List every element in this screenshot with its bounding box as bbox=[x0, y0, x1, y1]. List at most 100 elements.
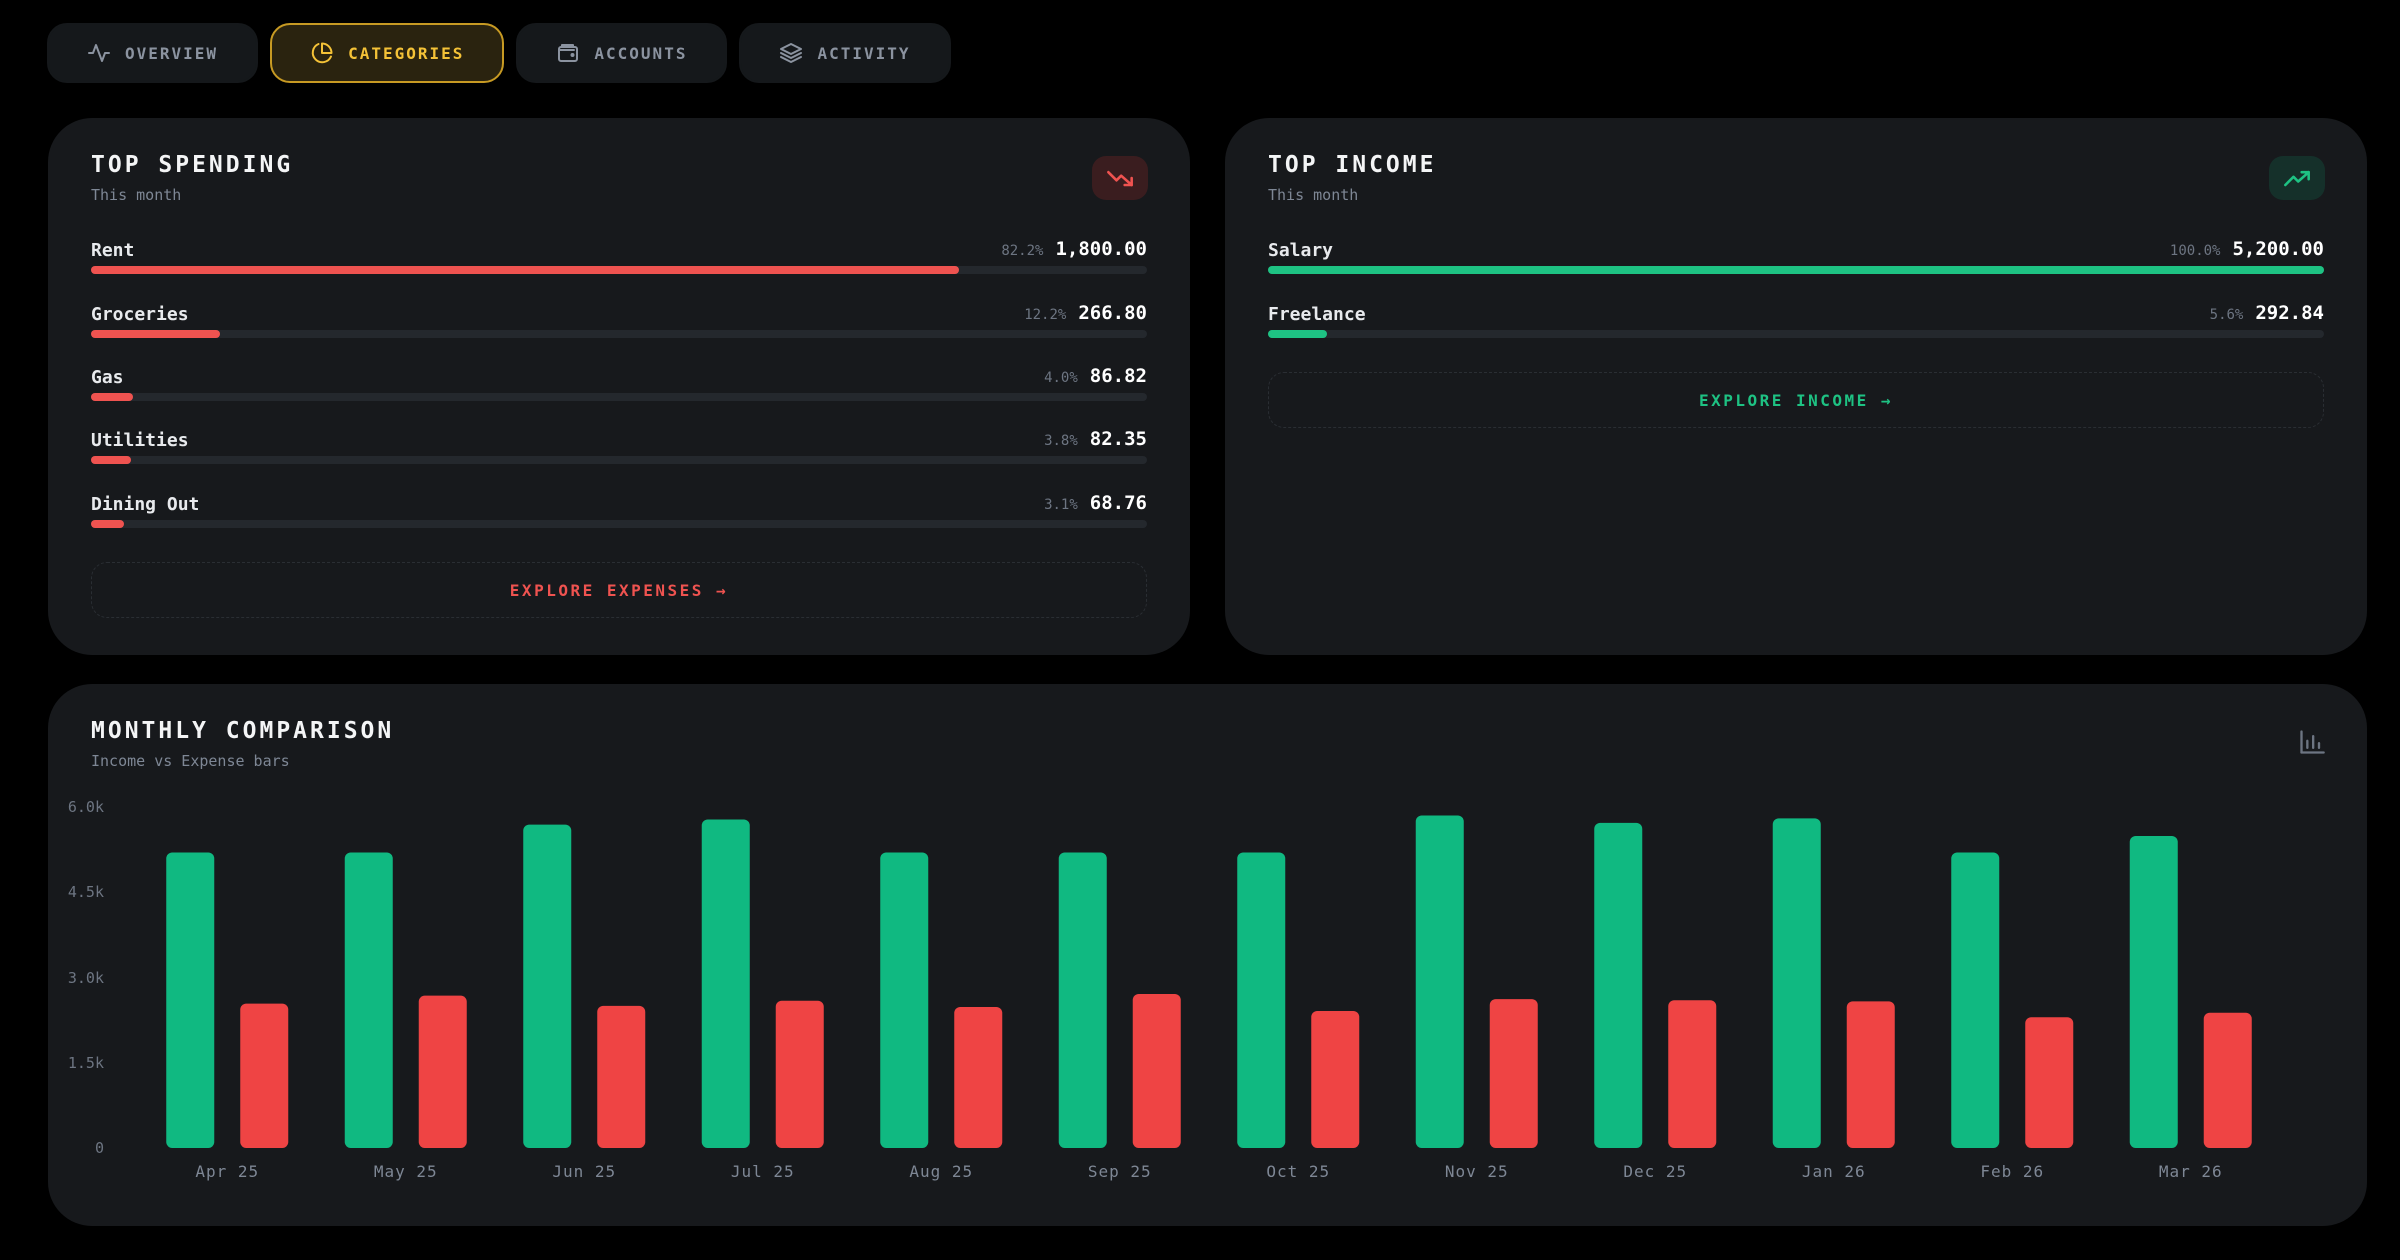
category-percent: 100.0% bbox=[2169, 243, 2221, 259]
income-bar bbox=[880, 852, 929, 1148]
expense-bar bbox=[1132, 993, 1181, 1148]
progress-track bbox=[91, 520, 1147, 528]
y-tick-label: 3.0k bbox=[67, 968, 104, 987]
category-percent: 12.2% bbox=[1024, 307, 1067, 323]
activity-icon bbox=[88, 44, 110, 62]
list-item: Dining Out 3.1% 68.76 bbox=[91, 492, 1147, 544]
expense-bar bbox=[1668, 1000, 1717, 1148]
y-tick-label: 4.5k bbox=[67, 883, 104, 902]
x-tick-label: Jun 25 bbox=[552, 1162, 617, 1181]
card-subtitle: This month bbox=[91, 186, 182, 204]
progress-track bbox=[1268, 330, 2324, 338]
income-bar bbox=[2129, 835, 2178, 1148]
expense-bar bbox=[1489, 999, 1538, 1148]
income-bar bbox=[701, 819, 750, 1148]
category-label: Dining Out bbox=[91, 494, 200, 515]
expense-bar bbox=[240, 1003, 289, 1148]
card-subtitle: This month bbox=[1268, 186, 1359, 204]
card-title: TOP SPENDING bbox=[91, 152, 294, 178]
explore-income-button[interactable]: EXPLORE INCOME → bbox=[1268, 372, 2324, 428]
progress-track bbox=[91, 330, 1147, 338]
y-tick-label: 6.0k bbox=[67, 798, 104, 816]
trend-badge bbox=[1092, 156, 1148, 200]
bars-svg bbox=[166, 815, 2252, 1148]
x-tick-label: Apr 25 bbox=[195, 1162, 260, 1181]
list-item: Groceries 12.2% 266.80 bbox=[91, 302, 1147, 354]
progress-fill bbox=[91, 456, 132, 464]
progress-track bbox=[91, 393, 1147, 401]
progress-fill bbox=[91, 393, 134, 401]
category-amount: 86.82 bbox=[1089, 365, 1147, 387]
x-tick-label: Sep 25 bbox=[1087, 1162, 1152, 1181]
tab-categories[interactable]: CATEGORIES bbox=[270, 23, 505, 83]
trending-down-icon bbox=[1107, 170, 1133, 187]
income-bar bbox=[344, 852, 393, 1148]
income-bar bbox=[1415, 815, 1464, 1148]
expense-bar bbox=[1311, 1011, 1360, 1148]
category-percent: 3.1% bbox=[1044, 497, 1078, 513]
bar-chart-icon bbox=[2300, 730, 2325, 754]
x-tick-label: Dec 25 bbox=[1623, 1162, 1688, 1181]
category-label: Gas bbox=[91, 367, 124, 388]
list-item: Gas 4.0% 86.82 bbox=[91, 365, 1147, 417]
list-item: Freelance 5.6% 292.84 bbox=[1268, 302, 2324, 354]
explore-expenses-button[interactable]: EXPLORE EXPENSES → bbox=[91, 562, 1147, 618]
income-bar bbox=[523, 824, 572, 1148]
top-spending-card: TOP SPENDING This month Rent 82.2% 1,800.… bbox=[48, 118, 1190, 655]
income-bar bbox=[1237, 852, 1286, 1148]
expense-bar bbox=[1846, 1001, 1895, 1148]
progress-track bbox=[91, 266, 1147, 274]
category-percent: 4.0% bbox=[1044, 370, 1078, 386]
expense-bar bbox=[954, 1007, 1003, 1148]
tab-activity-label: ACTIVITY bbox=[817, 43, 911, 63]
x-tick-label: Feb 26 bbox=[1980, 1162, 2045, 1181]
list-item: Salary 100.0% 5,200.00 bbox=[1268, 238, 2324, 290]
x-tick-label: Mar 26 bbox=[2158, 1162, 2223, 1181]
category-amount: 1,800.00 bbox=[1055, 238, 1147, 260]
x-tick-label: Oct 25 bbox=[1266, 1162, 1331, 1181]
progress-track bbox=[91, 456, 1147, 464]
x-tick-label: Jan 26 bbox=[1801, 1162, 1866, 1181]
tab-overview[interactable]: OVERVIEW bbox=[47, 23, 259, 83]
list-item: Utilities 3.8% 82.35 bbox=[91, 428, 1147, 480]
trend-badge bbox=[2269, 156, 2325, 200]
category-label: Freelance bbox=[1268, 304, 1366, 325]
card-subtitle: Income vs Expense bars bbox=[91, 752, 290, 770]
y-tick-label: 1.5k bbox=[67, 1053, 104, 1072]
monthly-comparison-card: MONTHLY COMPARISON Income vs Expense bar… bbox=[48, 684, 2367, 1226]
income-bar bbox=[1058, 852, 1107, 1148]
pie-chart-icon bbox=[311, 42, 333, 64]
tab-bar: OVERVIEW CATEGORIES ACCOUNTS ACTIVITY bbox=[47, 23, 951, 83]
category-label: Rent bbox=[91, 240, 135, 261]
tab-accounts[interactable]: ACCOUNTS bbox=[516, 23, 728, 83]
progress-fill bbox=[1268, 266, 2324, 274]
category-amount: 5,200.00 bbox=[2232, 238, 2324, 260]
category-amount: 82.35 bbox=[1089, 428, 1147, 450]
x-tick-label: Jul 25 bbox=[730, 1162, 795, 1181]
top-income-card: TOP INCOME This month Salary 100.0% 5,200… bbox=[1225, 118, 2367, 655]
x-tick-label: May 25 bbox=[373, 1162, 438, 1181]
progress-fill bbox=[91, 520, 124, 528]
tab-overview-label: OVERVIEW bbox=[125, 43, 219, 63]
list-item: Rent 82.2% 1,800.00 bbox=[91, 238, 1147, 290]
category-label: Salary bbox=[1268, 240, 1334, 261]
progress-fill bbox=[1268, 330, 1328, 338]
wallet-icon bbox=[558, 44, 579, 62]
tab-accounts-label: ACCOUNTS bbox=[594, 43, 688, 63]
category-percent: 5.6% bbox=[2209, 307, 2244, 323]
x-tick-label: Aug 25 bbox=[909, 1162, 974, 1181]
tab-activity[interactable]: ACTIVITY bbox=[739, 23, 951, 83]
expense-bar bbox=[2025, 1017, 2074, 1148]
card-title: TOP INCOME bbox=[1268, 152, 1437, 178]
category-label: Groceries bbox=[91, 304, 189, 325]
income-bar bbox=[1951, 852, 2000, 1148]
progress-track bbox=[1268, 266, 2324, 274]
expense-bar bbox=[775, 1000, 824, 1148]
x-tick-label: Nov 25 bbox=[1444, 1162, 1509, 1181]
expense-bar bbox=[2203, 1012, 2252, 1148]
category-percent: 3.8% bbox=[1044, 433, 1078, 449]
category-amount: 292.84 bbox=[2255, 302, 2324, 324]
layers-icon bbox=[780, 43, 803, 63]
card-title: MONTHLY COMPARISON bbox=[91, 718, 395, 744]
trending-up-icon bbox=[2284, 170, 2310, 187]
